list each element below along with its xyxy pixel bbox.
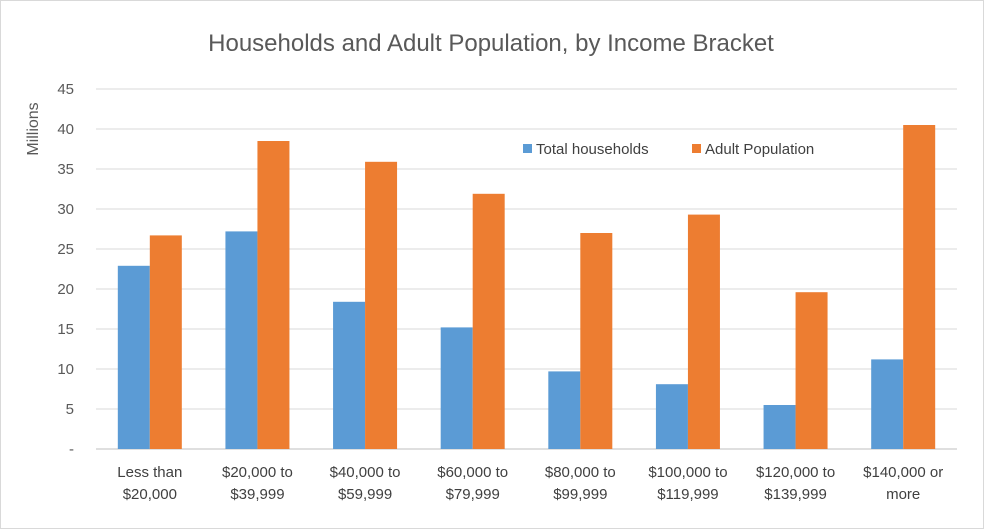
- bar-total-households-1: [225, 231, 258, 449]
- y-tick-label-20: 20: [57, 281, 74, 298]
- x-category-label-4-0: $80,000 to: [545, 464, 616, 481]
- y-tick-label-10: 10: [57, 361, 74, 378]
- bar-total-households-5: [655, 384, 688, 449]
- chart-title: Households and Adult Population, by Inco…: [208, 30, 774, 57]
- x-category-label-0-1: $20,000: [123, 486, 177, 503]
- y-tick-label-5: 5: [66, 401, 74, 418]
- bar-adult-population-7: [903, 125, 936, 449]
- bar-total-households-2: [333, 301, 366, 449]
- y-tick-label-25: 25: [57, 241, 74, 258]
- y-axis-label: Millions: [25, 102, 42, 155]
- legend: Total households Adult Population: [523, 141, 814, 158]
- x-category-label-2-0: $40,000 to: [330, 464, 401, 481]
- bar-total-households-3: [440, 327, 473, 449]
- x-category-label-5-1: $119,999: [657, 486, 718, 503]
- x-category-label-2-1: $59,999: [338, 486, 392, 503]
- bar-total-households-6: [763, 405, 796, 449]
- y-tick-label-45: 45: [57, 81, 74, 98]
- legend-swatch-0: [523, 144, 532, 153]
- x-category-label-1-0: $20,000 to: [222, 464, 293, 481]
- y-tick-label-0: -: [69, 441, 74, 458]
- legend-label-0: Total households: [536, 141, 649, 158]
- x-category-label-1-1: $39,999: [230, 486, 284, 503]
- legend-swatch-1: [692, 144, 701, 153]
- y-tick-label-30: 30: [57, 201, 74, 218]
- x-category-label-3-0: $60,000 to: [437, 464, 508, 481]
- bar-total-households-4: [548, 371, 581, 449]
- x-category-label-6-1: $139,999: [764, 486, 827, 503]
- x-category-label-5-0: $100,000 to: [648, 464, 727, 481]
- bar-adult-population-3: [472, 193, 505, 449]
- bars: [117, 125, 936, 450]
- bar-total-households-0: [117, 265, 150, 449]
- bar-adult-population-6: [795, 292, 828, 449]
- x-category-label-7-1: more: [886, 486, 920, 503]
- y-tick-label-15: 15: [57, 321, 74, 338]
- x-category-label-7-0: $140,000 or: [863, 464, 943, 481]
- bar-adult-population-1: [257, 141, 290, 449]
- x-category-label-4-1: $99,999: [553, 486, 607, 503]
- x-axis: Less than $20,000 $20,000 to $39,999 $40,000…: [117, 464, 943, 503]
- bar-adult-population-2: [365, 161, 398, 450]
- y-tick-label-35: 35: [57, 161, 74, 178]
- x-category-label-3-1: $79,999: [446, 486, 500, 503]
- bar-adult-population-0: [149, 235, 182, 449]
- y-tick-label-40: 40: [57, 121, 74, 138]
- bar-adult-population-4: [580, 233, 613, 449]
- x-category-label-6-0: $120,000 to: [756, 464, 835, 481]
- bar-adult-population-5: [687, 214, 720, 449]
- bar-total-households-7: [871, 359, 904, 449]
- x-category-label-0-0: Less than: [117, 464, 182, 481]
- legend-label-1: Adult Population: [705, 141, 814, 158]
